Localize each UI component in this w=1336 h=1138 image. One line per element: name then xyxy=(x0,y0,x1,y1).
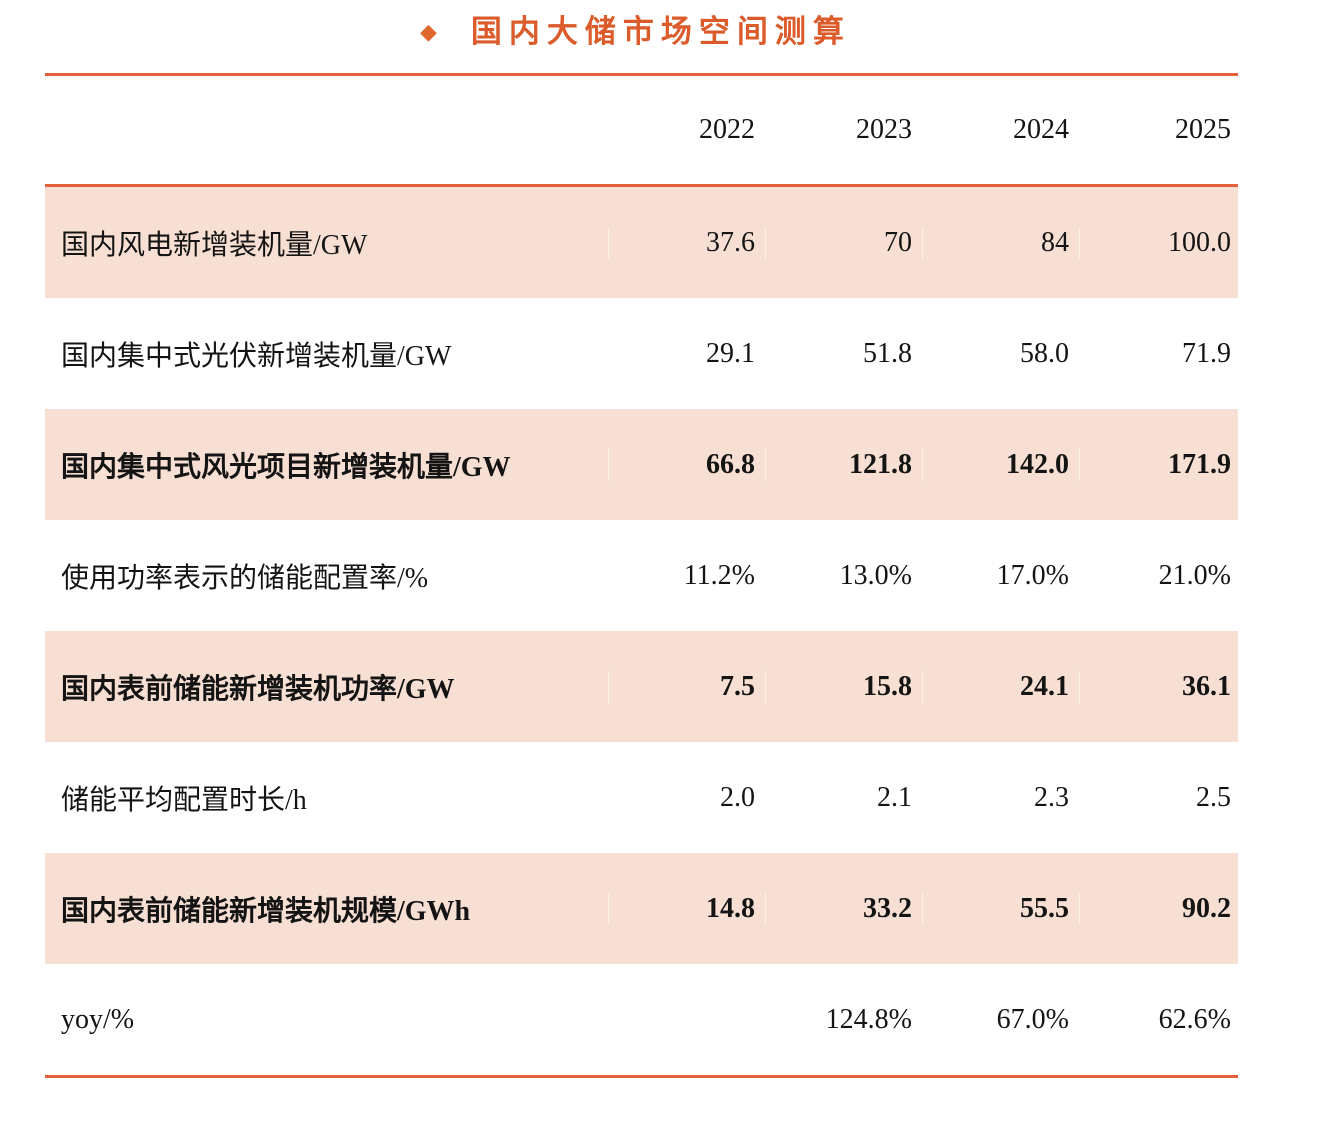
row-label: 国内表前储能新增装机规模/GWh xyxy=(61,895,471,927)
cell-value: 2.3 xyxy=(1034,781,1069,813)
cell-value: 15.8 xyxy=(765,670,922,703)
cell-value: 17.0% xyxy=(996,559,1069,591)
table-caption: ◆ 国内大储市场空间测算 xyxy=(420,13,851,50)
cell-value: 124.8% xyxy=(825,1003,912,1035)
column-header-2023: 2023 xyxy=(856,114,912,145)
cell-value: 58.0 xyxy=(1020,337,1069,369)
row-label: 国内风电新增装机量/GW xyxy=(61,229,368,261)
column-header-2025: 2025 xyxy=(1175,114,1231,145)
table-row-yoy: yoy/% 124.8% 67.0% 62.6% xyxy=(45,964,1238,1075)
cell-value: 70 xyxy=(765,226,922,259)
table-row-storage-power-ratio: 使用功率表示的储能配置率/% 11.2% 13.0% 17.0% 21.0% xyxy=(45,520,1238,631)
cell-value: 62.6% xyxy=(1158,1003,1231,1035)
table-row-wind-pv-project-capacity: 国内集中式风光项目新增装机量/GW 66.8 121.8 142.0 171.9 xyxy=(45,409,1238,520)
table-row-front-meter-storage-power: 国内表前储能新增装机功率/GW 7.5 15.8 24.1 36.1 xyxy=(45,631,1238,742)
cell-value: 29.1 xyxy=(706,337,755,369)
row-label: 使用功率表示的储能配置率/% xyxy=(61,562,429,594)
cell-value: 7.5 xyxy=(608,670,765,703)
table-row-average-storage-duration: 储能平均配置时长/h 2.0 2.1 2.3 2.5 xyxy=(45,742,1238,853)
cell-value: 36.1 xyxy=(1079,670,1238,703)
table-title: 国内大储市场空间测算 xyxy=(470,14,851,49)
cell-value: 67.0% xyxy=(996,1003,1069,1035)
column-header-2024: 2024 xyxy=(1013,114,1069,145)
cell-value: 171.9 xyxy=(1079,448,1238,481)
cell-value: 71.9 xyxy=(1182,337,1231,369)
row-label: 储能平均配置时长/h xyxy=(61,784,307,816)
table-row-front-meter-storage-scale: 国内表前储能新增装机规模/GWh 14.8 33.2 55.5 90.2 xyxy=(45,853,1238,964)
cell-value: 66.8 xyxy=(608,448,765,481)
column-header-2022: 2022 xyxy=(699,114,755,145)
cell-value: 100.0 xyxy=(1079,226,1238,259)
cell-value: 24.1 xyxy=(922,670,1079,703)
table-row-centralized-pv-capacity: 国内集中式光伏新增装机量/GW 29.1 51.8 58.0 71.9 xyxy=(45,298,1238,409)
row-label: 国内表前储能新增装机功率/GW xyxy=(61,673,455,705)
data-table: 2022 2023 2024 2025 国内风电新增装机量/GW 37.6 70… xyxy=(45,73,1238,1078)
table-row-wind-capacity: 国内风电新增装机量/GW 37.6 70 84 100.0 xyxy=(45,187,1238,298)
cell-value: 2.5 xyxy=(1196,781,1231,813)
cell-value: 90.2 xyxy=(1079,892,1238,925)
row-label: 国内集中式光伏新增装机量/GW xyxy=(61,340,452,372)
cell-value: 33.2 xyxy=(765,892,922,925)
diamond-bullet-icon: ◆ xyxy=(420,18,437,44)
row-label: 国内集中式风光项目新增装机量/GW xyxy=(61,451,511,483)
cell-value: 11.2% xyxy=(683,559,755,591)
cell-value: 55.5 xyxy=(922,892,1079,925)
cell-value: 14.8 xyxy=(608,892,765,925)
cell-value: 84 xyxy=(922,226,1079,259)
cell-value: 13.0% xyxy=(839,559,912,591)
header-row: 2022 2023 2024 2025 xyxy=(45,76,1238,187)
cell-value: 121.8 xyxy=(765,448,922,481)
cell-value: 37.6 xyxy=(608,226,765,259)
cell-value: 2.1 xyxy=(877,781,912,813)
cell-value: 21.0% xyxy=(1158,559,1231,591)
cell-value: 142.0 xyxy=(922,448,1079,481)
cell-value: 2.0 xyxy=(720,781,755,813)
cell-value: 51.8 xyxy=(863,337,912,369)
row-label: yoy/% xyxy=(61,1003,135,1035)
